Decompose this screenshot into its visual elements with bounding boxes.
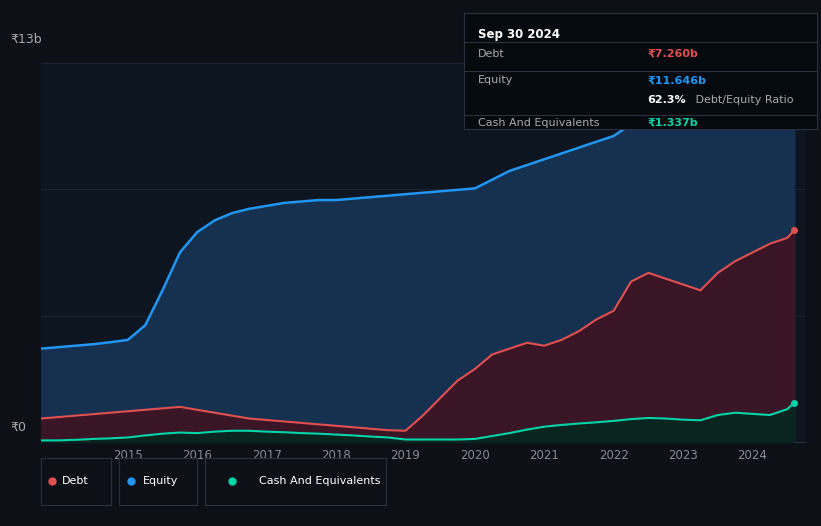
Text: Cash And Equivalents: Cash And Equivalents xyxy=(259,476,381,487)
Text: ₹7.260b: ₹7.260b xyxy=(648,48,699,59)
Text: ₹11.646b: ₹11.646b xyxy=(648,75,706,85)
Text: ₹1.337b: ₹1.337b xyxy=(648,118,698,128)
Text: 62.3%: 62.3% xyxy=(648,95,686,105)
Text: Equity: Equity xyxy=(143,476,178,487)
Text: Debt: Debt xyxy=(62,476,89,487)
Text: Cash And Equivalents: Cash And Equivalents xyxy=(478,118,599,128)
Text: Sep 30 2024: Sep 30 2024 xyxy=(478,28,560,41)
Text: ₹13b: ₹13b xyxy=(11,33,42,46)
Text: ₹0: ₹0 xyxy=(11,421,26,434)
Text: Debt/Equity Ratio: Debt/Equity Ratio xyxy=(691,95,793,105)
Text: Equity: Equity xyxy=(478,75,513,85)
Text: Debt: Debt xyxy=(478,48,505,59)
